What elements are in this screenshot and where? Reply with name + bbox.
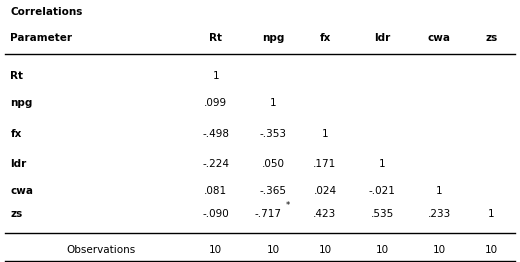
- Text: fx: fx: [319, 33, 331, 43]
- Text: -.090: -.090: [202, 209, 229, 219]
- Text: 10: 10: [209, 245, 223, 255]
- Text: Rt: Rt: [209, 33, 223, 43]
- Text: ldr: ldr: [374, 33, 391, 43]
- Text: .081: .081: [204, 186, 227, 196]
- Text: 1: 1: [270, 99, 276, 108]
- Text: Rt: Rt: [10, 71, 23, 81]
- Text: 1: 1: [379, 159, 385, 169]
- Text: ldr: ldr: [10, 159, 27, 169]
- Text: .535: .535: [371, 209, 394, 219]
- Text: -.353: -.353: [259, 129, 287, 139]
- Text: cwa: cwa: [10, 186, 33, 196]
- Text: -.365: -.365: [259, 186, 287, 196]
- Text: Parameter: Parameter: [10, 33, 72, 43]
- Text: 1: 1: [436, 186, 443, 196]
- Text: 1: 1: [322, 129, 328, 139]
- Text: Correlations: Correlations: [10, 7, 83, 17]
- Text: 10: 10: [318, 245, 332, 255]
- Text: cwa: cwa: [428, 33, 451, 43]
- Text: 10: 10: [375, 245, 389, 255]
- Text: Observations: Observations: [67, 245, 136, 255]
- Text: npg: npg: [10, 99, 33, 108]
- Text: 10: 10: [485, 245, 498, 255]
- Text: zs: zs: [485, 33, 498, 43]
- Text: fx: fx: [10, 129, 22, 139]
- Text: 10: 10: [266, 245, 280, 255]
- Text: 10: 10: [433, 245, 446, 255]
- Text: *: *: [285, 201, 290, 210]
- Text: .050: .050: [262, 159, 284, 169]
- Text: 1: 1: [213, 71, 219, 81]
- Text: .024: .024: [314, 186, 336, 196]
- Text: npg: npg: [262, 33, 284, 43]
- Text: .423: .423: [314, 209, 336, 219]
- Text: .171: .171: [314, 159, 336, 169]
- Text: zs: zs: [10, 209, 23, 219]
- Text: 1: 1: [488, 209, 495, 219]
- Text: -.717: -.717: [254, 209, 281, 219]
- Text: .233: .233: [428, 209, 451, 219]
- Text: .099: .099: [204, 99, 227, 108]
- Text: -.021: -.021: [369, 186, 396, 196]
- Text: -.498: -.498: [202, 129, 229, 139]
- Text: -.224: -.224: [202, 159, 229, 169]
